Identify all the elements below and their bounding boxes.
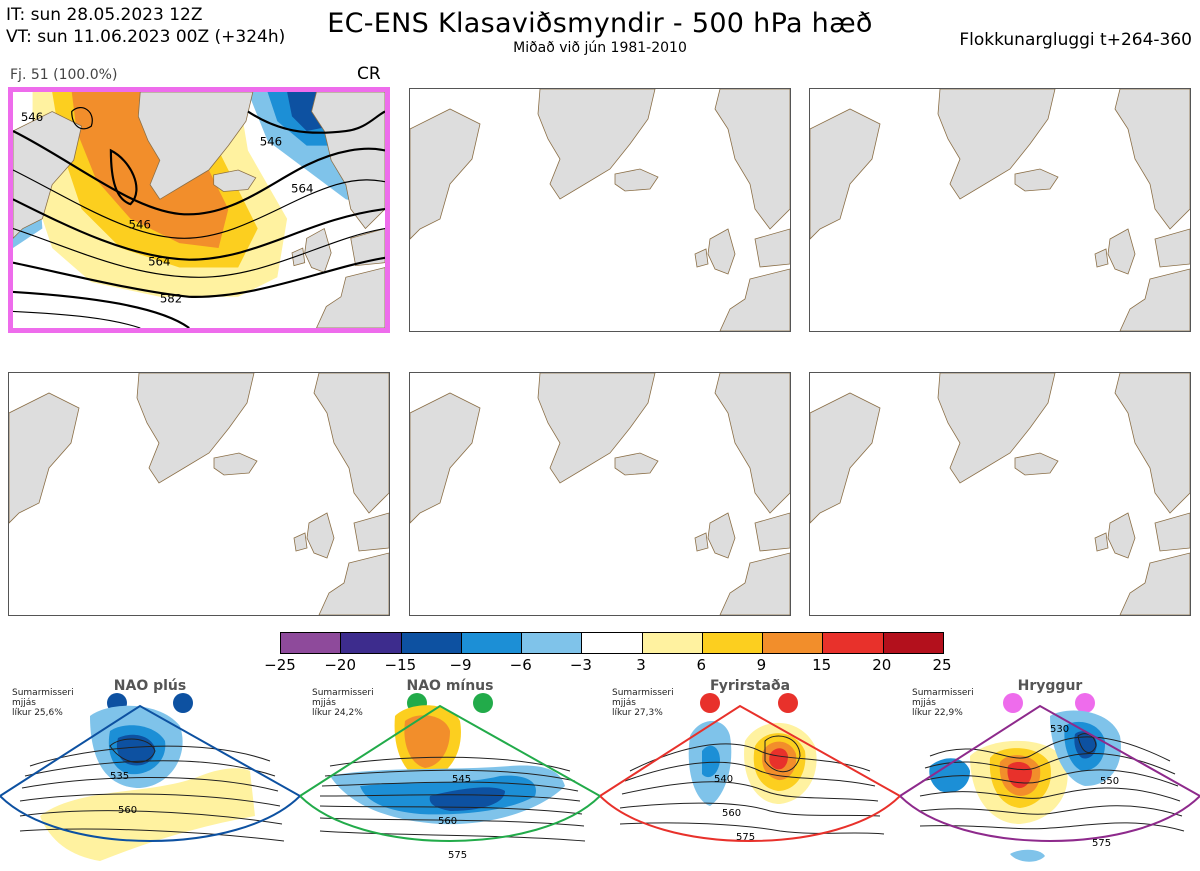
- regime-ridge: Hryggur Sumarmisseri mjjás líkur 22,9% 5…: [900, 676, 1200, 871]
- colorbar-tick-label: 3: [636, 656, 646, 674]
- valid-time-label: VT: sun 11.06.2023 00Z (+324h): [6, 27, 286, 47]
- regime-marker-dot: [778, 693, 798, 713]
- init-time-label: IT: sun 28.05.2023 12Z: [6, 5, 203, 25]
- regime-name: NAO plús: [113, 678, 187, 694]
- regime-nao-plus: NAO plús Sumarmisseri mjjás líkur 25,6% …: [0, 676, 300, 871]
- colorbar-tick-label: 20: [872, 656, 892, 674]
- regime-contour-label: 530: [1050, 724, 1069, 735]
- regime-contour-label: 560: [118, 805, 137, 816]
- regime-name: Fyrirstaða: [709, 678, 791, 694]
- classification-window-label: Flokkunargluggi t+264-360: [959, 30, 1192, 50]
- regime-season: Sumarmisseri: [912, 688, 974, 698]
- contour-label: 546: [260, 135, 282, 149]
- base-map: [410, 89, 790, 331]
- regime-name: NAO mínus: [406, 678, 494, 694]
- cluster-map-panel[interactable]: 546 546 546 564 564 582: [8, 87, 390, 333]
- page-subtitle: Miðað við jún 1981-2010: [513, 40, 687, 56]
- regime-contour-label: 575: [448, 850, 467, 861]
- regime-contour-label: 550: [1100, 776, 1119, 787]
- regime-info: Sumarmisseri mjjás líkur 25,6%: [12, 688, 74, 718]
- regime-nao-minus: NAO mínus Sumarmisseri mjjás líkur 24,2%…: [300, 676, 600, 871]
- empty-map-panel: [409, 372, 791, 616]
- regime-contour-label: 535: [110, 771, 129, 782]
- regime-probability: líkur 25,6%: [12, 708, 63, 718]
- contour-label: 564: [148, 255, 170, 269]
- regime-map: 540 560 575: [600, 693, 900, 843]
- regime-contour-label: 560: [722, 808, 741, 819]
- colorbar-tick-label: 15: [812, 656, 832, 674]
- colorbar-tick-label: −20: [324, 656, 356, 674]
- regime-blocking: Fyrirstaða Sumarmisseri mjjás líkur 27,3…: [600, 676, 900, 871]
- base-map: [810, 373, 1190, 615]
- colorbar-swatch: [642, 633, 703, 653]
- contour-label: 546: [21, 110, 43, 124]
- empty-map-panel: [809, 372, 1191, 616]
- regime-marker-dot: [700, 693, 720, 713]
- regime-months: mjjás: [912, 698, 936, 708]
- regime-contour-label: 540: [714, 774, 733, 785]
- colorbar-swatch: [883, 633, 943, 653]
- regime-code-label: CR: [357, 64, 381, 84]
- regime-probability: líkur 27,3%: [612, 708, 663, 718]
- colorbar-tick-label: −3: [569, 656, 592, 674]
- regime-contour-label: 545: [452, 774, 471, 785]
- regime-months: mjjás: [612, 698, 636, 708]
- anomaly-colorbar: [280, 632, 944, 654]
- contour-label: 564: [291, 181, 313, 195]
- regime-info: Sumarmisseri mjjás líkur 24,2%: [312, 688, 374, 718]
- empty-map-panel: [409, 88, 791, 332]
- base-map: [410, 373, 790, 615]
- colorbar-tick-label: 25: [932, 656, 952, 674]
- colorbar-swatch: [401, 633, 462, 653]
- colorbar-tick-label: −25: [264, 656, 296, 674]
- regime-probability: líkur 22,9%: [912, 708, 963, 718]
- regime-map: 545 560 575: [300, 693, 600, 861]
- colorbar-tick-label: −6: [509, 656, 532, 674]
- regime-season: Sumarmisseri: [12, 688, 74, 698]
- init-time-block: IT: sun 28.05.2023 12Z VT: sun 11.06.202…: [6, 4, 285, 48]
- page-title: EC-ENS Klasaviðsmyndir - 500 hPa hæð: [327, 8, 873, 39]
- regime-marker-dot: [173, 693, 193, 713]
- member-count-label: Fj. 51 (100.0%): [10, 67, 118, 83]
- regime-contour-label: 560: [438, 816, 457, 827]
- colorbar-swatch: [281, 633, 342, 653]
- colorbar-swatch: [461, 633, 523, 653]
- regime-map: 530 550 575: [900, 693, 1200, 862]
- regime-name: Hryggur: [1017, 678, 1083, 694]
- regime-months: mjjás: [12, 698, 36, 708]
- base-map: [9, 373, 389, 615]
- empty-map-panel: [8, 372, 390, 616]
- regime-contour-label: 575: [736, 832, 755, 843]
- base-map: [810, 89, 1190, 331]
- empty-map-panel: [809, 88, 1191, 332]
- colorbar-swatch: [341, 633, 402, 653]
- contour-label: 546: [129, 218, 151, 232]
- colorbar-tick-label: −15: [384, 656, 417, 674]
- regime-info: Sumarmisseri mjjás líkur 27,3%: [612, 688, 674, 718]
- colorbar-swatch: [763, 633, 824, 653]
- colorbar-swatch: [582, 633, 643, 653]
- regime-map: 535 560: [0, 693, 300, 861]
- regime-probability: líkur 24,2%: [312, 708, 363, 718]
- colorbar-swatch: [702, 633, 764, 653]
- regime-info: Sumarmisseri mjjás líkur 22,9%: [912, 688, 974, 718]
- regime-season: Sumarmisseri: [612, 688, 674, 698]
- colorbar-tick-label: 6: [696, 656, 707, 674]
- colorbar-tick-label: 9: [756, 656, 767, 674]
- regime-season: Sumarmisseri: [312, 688, 374, 698]
- cluster-anomaly-map: 546 546 546 564 564 582: [13, 92, 385, 328]
- colorbar-swatch: [522, 633, 583, 653]
- contour-label: 582: [160, 292, 182, 306]
- regime-marker-dot: [473, 693, 493, 713]
- regime-contour-label: 575: [1092, 838, 1111, 849]
- regime-marker-dot: [1075, 693, 1095, 713]
- colorbar-swatch: [823, 633, 884, 653]
- regime-marker-dot: [1003, 693, 1023, 713]
- regime-months: mjjás: [312, 698, 336, 708]
- colorbar-tick-label: −9: [449, 656, 472, 674]
